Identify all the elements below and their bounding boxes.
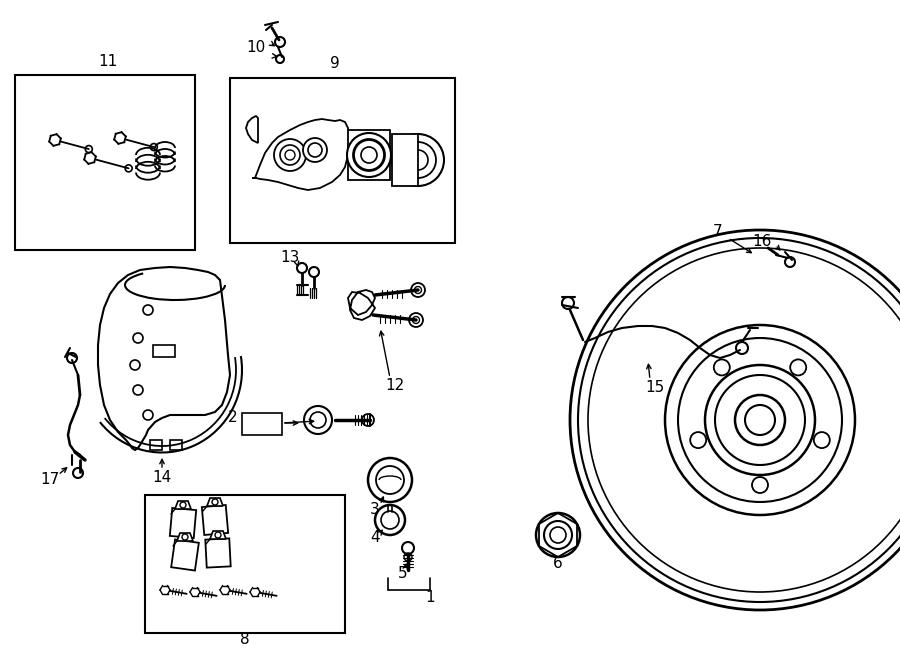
Polygon shape bbox=[202, 505, 229, 535]
Circle shape bbox=[285, 150, 295, 160]
Circle shape bbox=[274, 139, 306, 171]
Circle shape bbox=[368, 458, 412, 502]
Circle shape bbox=[275, 37, 285, 47]
Text: 5: 5 bbox=[398, 566, 408, 582]
Text: 8: 8 bbox=[240, 633, 250, 648]
Polygon shape bbox=[175, 501, 191, 509]
Polygon shape bbox=[171, 539, 199, 570]
Text: 2: 2 bbox=[229, 410, 238, 426]
Circle shape bbox=[180, 502, 186, 508]
Bar bbox=[153, 345, 175, 357]
Circle shape bbox=[402, 542, 414, 554]
Circle shape bbox=[309, 267, 319, 277]
Circle shape bbox=[536, 513, 580, 557]
Bar bbox=[242, 413, 282, 435]
Circle shape bbox=[690, 432, 707, 448]
Bar bbox=[15, 75, 195, 250]
Polygon shape bbox=[177, 533, 193, 541]
Circle shape bbox=[392, 134, 444, 186]
Text: 6: 6 bbox=[554, 557, 562, 572]
Bar bbox=[230, 78, 455, 243]
Text: 10: 10 bbox=[247, 40, 266, 56]
Circle shape bbox=[714, 360, 730, 375]
Text: 3: 3 bbox=[370, 502, 380, 518]
Circle shape bbox=[409, 313, 423, 327]
Circle shape bbox=[182, 534, 188, 540]
Circle shape bbox=[735, 395, 785, 445]
Circle shape bbox=[73, 468, 83, 478]
Text: 11: 11 bbox=[98, 54, 118, 69]
Text: 4: 4 bbox=[370, 529, 380, 545]
Circle shape bbox=[86, 145, 93, 153]
Circle shape bbox=[150, 143, 158, 151]
Text: 1: 1 bbox=[425, 590, 435, 605]
Circle shape bbox=[215, 532, 221, 538]
Text: 17: 17 bbox=[40, 473, 59, 488]
Text: 13: 13 bbox=[280, 249, 300, 264]
Circle shape bbox=[814, 432, 830, 448]
Polygon shape bbox=[205, 539, 230, 568]
Polygon shape bbox=[207, 498, 223, 506]
Circle shape bbox=[752, 477, 768, 493]
Polygon shape bbox=[170, 508, 196, 538]
Bar bbox=[392, 134, 418, 186]
Circle shape bbox=[347, 133, 391, 177]
Text: 14: 14 bbox=[152, 471, 172, 485]
Text: 12: 12 bbox=[385, 377, 405, 393]
Circle shape bbox=[705, 365, 815, 475]
Text: 16: 16 bbox=[752, 235, 771, 249]
Circle shape bbox=[297, 263, 307, 273]
Circle shape bbox=[665, 325, 855, 515]
Polygon shape bbox=[210, 531, 226, 539]
Text: 9: 9 bbox=[330, 56, 340, 71]
Text: 15: 15 bbox=[645, 381, 664, 395]
Bar bbox=[145, 495, 345, 633]
Bar bbox=[150, 440, 162, 450]
Polygon shape bbox=[98, 267, 230, 450]
Circle shape bbox=[303, 138, 327, 162]
Circle shape bbox=[212, 499, 218, 505]
Circle shape bbox=[411, 283, 425, 297]
Bar bbox=[348, 130, 390, 180]
Circle shape bbox=[550, 527, 566, 543]
Bar bbox=[170, 440, 182, 450]
Circle shape bbox=[276, 55, 284, 63]
Circle shape bbox=[570, 230, 900, 610]
Circle shape bbox=[125, 165, 132, 172]
Circle shape bbox=[790, 360, 806, 375]
Text: 7: 7 bbox=[713, 225, 723, 239]
